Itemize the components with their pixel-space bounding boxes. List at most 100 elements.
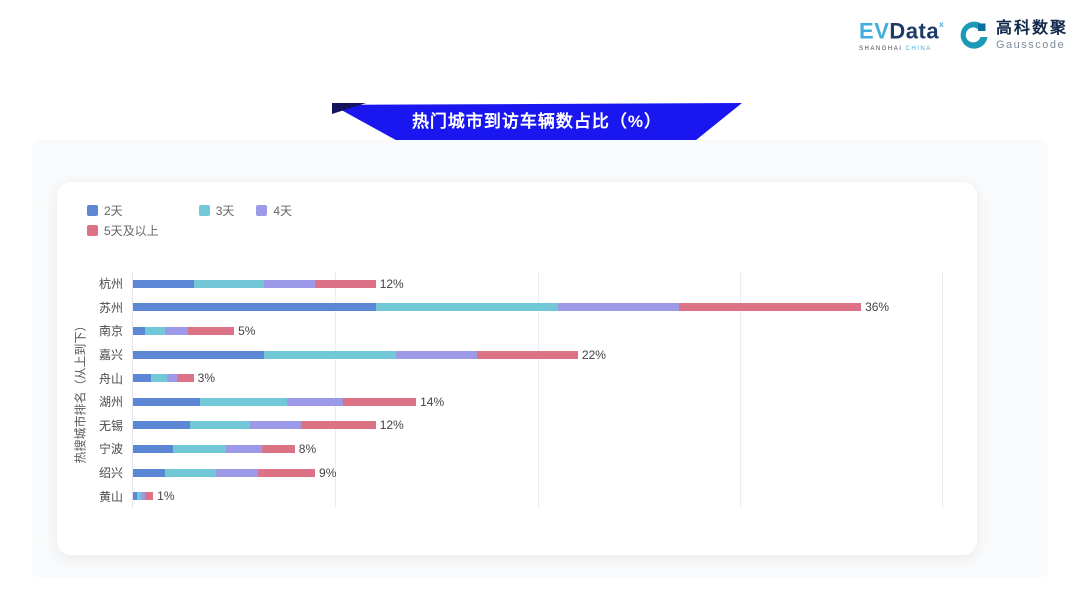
legend-item[interactable]: 5天及以上 <box>87 222 159 239</box>
category-label: 绍兴 <box>98 466 123 481</box>
bar-segment-3天 <box>193 279 265 288</box>
legend-label: 2天 <box>104 203 123 218</box>
bar-segment-2天 <box>133 374 152 383</box>
gridline-20 <box>537 272 539 508</box>
header-logos: EVDataˣ SHANGHAI CHINA 高科数聚 Gausscode <box>859 20 1068 52</box>
category-label: 杭州 <box>98 277 123 292</box>
bar-segment-5天及以上 <box>679 303 862 312</box>
bar-segment-3天 <box>165 468 216 477</box>
bar-total-label: 1% <box>157 489 175 504</box>
category-label: 无锡 <box>98 418 123 433</box>
chart-row: 黄山 1% <box>99 487 942 505</box>
bar-segment-3天 <box>145 326 166 335</box>
category-label: 舟山 <box>98 371 123 386</box>
bar-segment-4天 <box>250 421 301 430</box>
bar-segment-4天 <box>167 374 178 383</box>
category-label: 嘉兴 <box>98 348 123 363</box>
bar-segment-2天 <box>133 397 200 406</box>
stacked-bar: 12% <box>133 276 942 291</box>
gridline-40 <box>942 272 943 508</box>
bar-segment-4天 <box>286 397 344 406</box>
bar-segment-2天 <box>133 444 174 453</box>
stacked-bar: 5% <box>133 325 942 337</box>
bar-segment-4天 <box>141 492 146 501</box>
gausscode-logo-icon <box>960 21 988 49</box>
category-label: 苏州 <box>98 300 123 315</box>
bar-segment-2天 <box>133 350 265 359</box>
gridline-30 <box>739 272 741 508</box>
chart-row: 宁波 8% <box>99 440 942 458</box>
title-banner: 热门城市到访车辆数占比（%） <box>332 103 742 141</box>
evdata-sub-shanghai: SHANGHAI <box>859 45 903 52</box>
bar-segment-2天 <box>133 421 190 430</box>
bar-segment-3天 <box>137 492 142 501</box>
bar-segment-3天 <box>375 303 558 312</box>
gausscode-en-name: Gausscode <box>995 38 1066 51</box>
legend-item[interactable]: 3天 <box>198 202 235 219</box>
legend-label: 4天 <box>273 203 293 218</box>
bar-segment-3天 <box>151 374 168 383</box>
stacked-bar: 3% <box>133 372 942 384</box>
chart-legend: 2天 3天 4天 5天及以上 <box>87 200 314 240</box>
bar-segment-5天及以上 <box>262 444 295 453</box>
chart-row: 杭州 12% <box>99 275 942 293</box>
bar-segment-5天及以上 <box>177 374 194 383</box>
bar-segment-5天及以上 <box>315 279 376 288</box>
chart-panel: 2天 3天 4天 5天及以上 热搜城市排名（从上到下） 杭州 12% 苏州 36% 南京 5% 嘉… <box>32 140 1048 577</box>
page-title: 热门城市到访车辆数占比（%） <box>411 112 663 131</box>
bar-segment-3天 <box>173 444 227 453</box>
legend-item[interactable]: 2天 <box>87 202 123 219</box>
legend-swatch <box>198 204 210 216</box>
bar-segment-5天及以上 <box>145 492 154 501</box>
evdata-ev-text: EV <box>859 18 890 44</box>
bar-segment-2天 <box>133 303 376 312</box>
stacked-bar: 22% <box>133 347 942 362</box>
bar-segment-2天 <box>133 326 146 335</box>
bar-segment-3天 <box>199 397 287 406</box>
bar-total-label: 9% <box>319 465 337 480</box>
legend-swatch <box>87 204 98 216</box>
stacked-bar: 14% <box>133 394 942 409</box>
gausscode-logo-text: 高科数聚 Gausscode <box>996 20 1068 51</box>
chart-row: 无锡 12% <box>99 416 942 434</box>
gausscode-logo: 高科数聚 Gausscode <box>958 20 1068 52</box>
bar-segment-4天 <box>395 350 477 359</box>
stacked-bar: 36% <box>133 300 942 315</box>
evdata-logo: EVDataˣ SHANGHAI CHINA <box>859 20 944 52</box>
bar-segment-5天及以上 <box>300 421 376 430</box>
bar-segment-2天 <box>133 468 166 477</box>
gausscode-cn-name: 高科数聚 <box>995 20 1068 38</box>
chart-row: 南京 5% <box>99 322 942 340</box>
chart-row: 绍兴 9% <box>99 464 942 482</box>
bar-segment-5天及以上 <box>187 326 235 335</box>
stacked-bar: 8% <box>133 443 942 455</box>
bar-segment-5天及以上 <box>343 397 417 406</box>
legend-label: 5天及以上 <box>104 223 159 238</box>
legend-swatch <box>87 224 98 236</box>
bar-segment-3天 <box>189 421 251 430</box>
bar-total-label: 36% <box>865 300 890 315</box>
evdata-logo-text: EVDataˣ <box>859 20 944 42</box>
bar-total-label: 12% <box>379 276 404 291</box>
legend-item[interactable]: 4天 <box>256 202 292 219</box>
evdata-sub-china: CHINA <box>905 45 932 52</box>
evdata-data-text: Data <box>889 18 940 44</box>
banner-ribbon-shape <box>332 103 742 141</box>
gridline-10 <box>335 272 337 508</box>
bar-segment-5天及以上 <box>258 468 316 477</box>
stacked-bar: 9% <box>133 465 942 480</box>
bar-segment-2天 <box>133 279 194 288</box>
legend-row: 5天及以上 <box>87 220 314 240</box>
stacked-bar: 12% <box>133 419 942 431</box>
chart-row: 湖州 14% <box>99 393 942 411</box>
bar-total-label: 14% <box>420 394 445 409</box>
chart-row: 嘉兴 22% <box>99 346 942 364</box>
category-label: 湖州 <box>98 395 123 410</box>
category-label: 黄山 <box>98 489 123 504</box>
legend-label: 3天 <box>215 203 235 218</box>
bar-segment-4天 <box>557 303 680 312</box>
legend-swatch <box>256 204 268 216</box>
bar-total-label: 22% <box>581 347 606 362</box>
banner-fold-corner <box>332 103 366 114</box>
bar-rows-container: 杭州 12% 苏州 36% 南京 5% 嘉兴 22% 舟山 3% 湖州 14% 无锡 12% 宁波 8% 绍兴 9… <box>99 272 942 508</box>
